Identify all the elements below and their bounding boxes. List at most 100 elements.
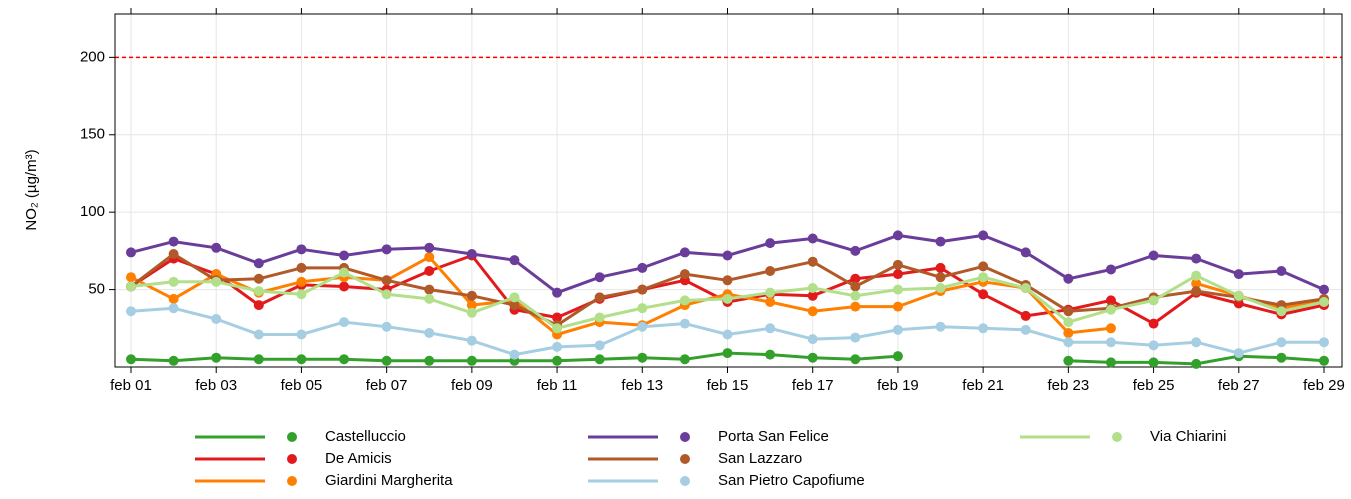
x-tick-label: feb 05 xyxy=(281,377,323,394)
data-point xyxy=(679,318,690,329)
data-point xyxy=(253,329,264,340)
data-point xyxy=(1063,273,1074,284)
legend-label: De Amicis xyxy=(325,450,392,467)
data-point xyxy=(509,292,520,303)
data-point xyxy=(424,327,435,338)
data-point xyxy=(637,352,648,363)
data-point xyxy=(892,301,903,312)
data-point xyxy=(466,355,477,366)
data-point xyxy=(296,289,307,300)
data-point xyxy=(552,323,563,334)
legend-marker xyxy=(1112,432,1122,442)
data-point xyxy=(807,283,818,294)
y-tick-label: 200 xyxy=(80,48,105,65)
data-point xyxy=(679,295,690,306)
data-point xyxy=(552,287,563,298)
data-point xyxy=(722,275,733,286)
data-point xyxy=(978,230,989,241)
data-point xyxy=(1276,306,1287,317)
legend-marker xyxy=(287,476,297,486)
data-point xyxy=(1191,358,1202,369)
data-point xyxy=(807,352,818,363)
data-point xyxy=(296,354,307,365)
data-point xyxy=(126,306,136,317)
y-tick-label: 100 xyxy=(80,203,105,220)
legend-marker xyxy=(680,476,690,486)
data-point xyxy=(424,284,435,295)
data-point xyxy=(679,354,690,365)
y-tick-label: 50 xyxy=(88,281,105,298)
data-point xyxy=(935,236,946,247)
data-point xyxy=(424,266,435,277)
data-point xyxy=(892,230,903,241)
data-point xyxy=(637,284,648,295)
data-point xyxy=(1105,323,1116,334)
x-tick-label: feb 29 xyxy=(1303,377,1345,394)
x-tick-label: feb 19 xyxy=(877,377,919,394)
data-point xyxy=(679,247,690,258)
data-point xyxy=(1148,357,1159,368)
x-tick-label: feb 09 xyxy=(451,377,493,394)
legend-label: San Lazzaro xyxy=(718,450,802,467)
x-tick-label: feb 11 xyxy=(537,377,578,394)
data-point xyxy=(765,323,776,334)
data-point xyxy=(126,272,136,283)
data-point xyxy=(253,354,264,365)
data-point xyxy=(978,261,989,272)
data-point xyxy=(850,301,861,312)
x-tick-label: feb 01 xyxy=(110,377,152,394)
data-point xyxy=(765,296,776,307)
data-point xyxy=(1105,264,1116,275)
data-point xyxy=(296,276,307,287)
data-point xyxy=(168,236,179,247)
data-point xyxy=(1105,357,1116,368)
x-tick-label: feb 17 xyxy=(792,377,834,394)
data-point xyxy=(722,348,733,359)
data-point xyxy=(765,349,776,360)
y-tick-label: 150 xyxy=(80,126,105,143)
data-point xyxy=(424,293,435,304)
data-point xyxy=(381,244,392,255)
data-point xyxy=(850,273,861,284)
data-point xyxy=(594,312,605,323)
legend-label: Castelluccio xyxy=(325,428,406,445)
data-point xyxy=(466,248,477,259)
data-point xyxy=(296,244,307,255)
data-point xyxy=(1063,317,1074,328)
data-point xyxy=(1233,348,1244,359)
data-point xyxy=(892,324,903,335)
data-point xyxy=(1020,247,1031,258)
data-point xyxy=(594,292,605,303)
data-point xyxy=(850,290,861,301)
legend-label: San Pietro Capofiume xyxy=(718,472,865,489)
data-point xyxy=(935,272,946,283)
data-point xyxy=(765,238,776,249)
data-point xyxy=(339,354,350,365)
data-point xyxy=(637,262,648,273)
legend-label: Giardini Margherita xyxy=(325,472,453,489)
data-point xyxy=(978,289,989,300)
data-point xyxy=(807,334,818,345)
data-point xyxy=(211,352,222,363)
data-point xyxy=(1319,284,1329,295)
data-point xyxy=(679,269,690,280)
data-point xyxy=(892,351,903,362)
data-point xyxy=(466,290,477,301)
data-point xyxy=(594,272,605,283)
data-point xyxy=(594,340,605,351)
data-point xyxy=(1191,286,1202,297)
data-point xyxy=(211,276,222,287)
data-point xyxy=(978,272,989,283)
x-tick-label: feb 25 xyxy=(1133,377,1175,394)
data-point xyxy=(1276,352,1287,363)
data-point xyxy=(637,321,648,332)
data-point xyxy=(1105,295,1116,306)
data-point xyxy=(1105,337,1116,348)
data-point xyxy=(850,332,861,343)
data-point xyxy=(466,300,477,311)
data-point xyxy=(1191,270,1202,281)
data-point xyxy=(722,329,733,340)
data-point xyxy=(126,247,136,258)
data-point xyxy=(892,269,903,280)
